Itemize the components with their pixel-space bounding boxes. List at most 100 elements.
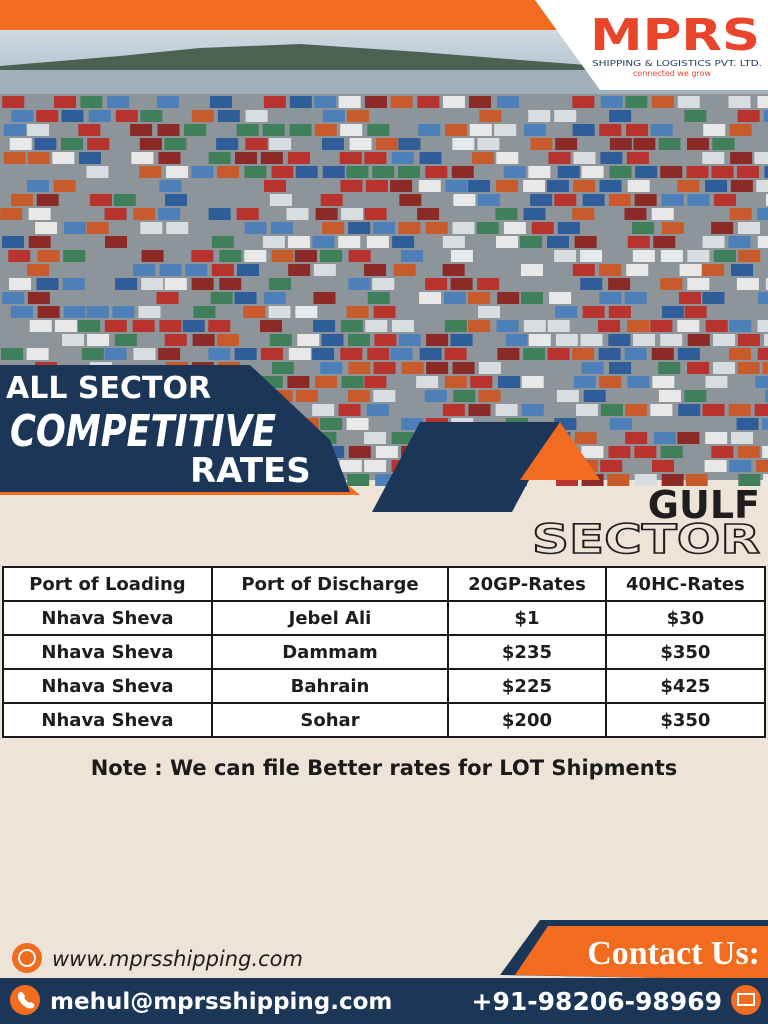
container — [2, 96, 25, 108]
container — [417, 96, 440, 108]
container — [468, 96, 491, 108]
container — [104, 208, 127, 220]
container — [217, 110, 240, 122]
container — [244, 222, 267, 234]
container — [217, 166, 240, 178]
container — [677, 320, 700, 332]
container — [523, 180, 546, 192]
container — [478, 362, 501, 374]
container — [398, 166, 421, 178]
container — [554, 110, 577, 122]
container — [762, 446, 768, 458]
container — [216, 334, 239, 346]
container — [260, 320, 283, 332]
container — [61, 138, 84, 150]
container — [78, 152, 101, 164]
container — [314, 96, 337, 108]
container — [660, 278, 683, 290]
website: www.mprsshipping.com — [52, 947, 303, 971]
container — [346, 306, 369, 318]
container — [245, 110, 268, 122]
container — [705, 320, 728, 332]
container — [705, 180, 728, 192]
container — [87, 138, 110, 150]
container — [572, 96, 595, 108]
container — [445, 124, 468, 136]
container — [702, 152, 725, 164]
container — [81, 348, 104, 360]
container — [295, 166, 318, 178]
container — [346, 110, 369, 122]
container — [608, 278, 631, 290]
container — [554, 250, 577, 262]
container — [572, 264, 595, 276]
container — [548, 152, 571, 164]
container — [658, 138, 681, 150]
container — [10, 306, 33, 318]
container — [391, 152, 414, 164]
table-cell: $350 — [604, 634, 767, 670]
container — [609, 166, 632, 178]
container — [729, 320, 752, 332]
container — [608, 306, 631, 318]
container — [494, 124, 517, 136]
container — [287, 376, 310, 388]
container — [373, 306, 396, 318]
container — [582, 194, 605, 206]
container — [390, 348, 413, 360]
container — [546, 180, 569, 192]
container — [583, 390, 606, 402]
container — [713, 334, 736, 346]
container — [442, 404, 465, 416]
sector-line2: SECTOR — [532, 517, 760, 563]
container — [470, 376, 493, 388]
container — [757, 320, 768, 332]
container — [130, 124, 153, 136]
container — [367, 348, 390, 360]
container — [348, 390, 371, 402]
container — [37, 306, 60, 318]
container — [608, 446, 631, 458]
container — [452, 138, 475, 150]
container — [115, 278, 138, 290]
container — [78, 320, 101, 332]
container — [338, 96, 361, 108]
container — [366, 404, 389, 416]
container — [652, 460, 675, 472]
container — [660, 446, 683, 458]
container — [528, 166, 551, 178]
container — [452, 362, 475, 374]
container — [374, 334, 397, 346]
container — [650, 320, 673, 332]
container — [365, 180, 388, 192]
container — [546, 236, 569, 248]
container — [315, 208, 338, 220]
logo-panel — [535, 0, 768, 90]
container — [340, 180, 363, 192]
column-header: 40HC-Rates — [604, 566, 767, 602]
container — [547, 348, 570, 360]
container — [728, 404, 751, 416]
container — [269, 334, 292, 346]
container — [426, 362, 449, 374]
container — [453, 390, 476, 402]
container — [764, 166, 768, 178]
container — [364, 152, 387, 164]
banner-shape-orange — [520, 422, 600, 480]
container — [684, 306, 707, 318]
container — [702, 236, 725, 248]
container — [390, 96, 413, 108]
container — [555, 334, 578, 346]
container — [107, 96, 130, 108]
container — [609, 110, 632, 122]
container — [471, 152, 494, 164]
container — [756, 460, 768, 472]
container — [314, 124, 337, 136]
container — [401, 250, 424, 262]
container — [757, 236, 768, 248]
container — [53, 180, 76, 192]
container — [419, 348, 442, 360]
container — [1, 236, 24, 248]
container — [115, 110, 138, 122]
container — [521, 404, 544, 416]
